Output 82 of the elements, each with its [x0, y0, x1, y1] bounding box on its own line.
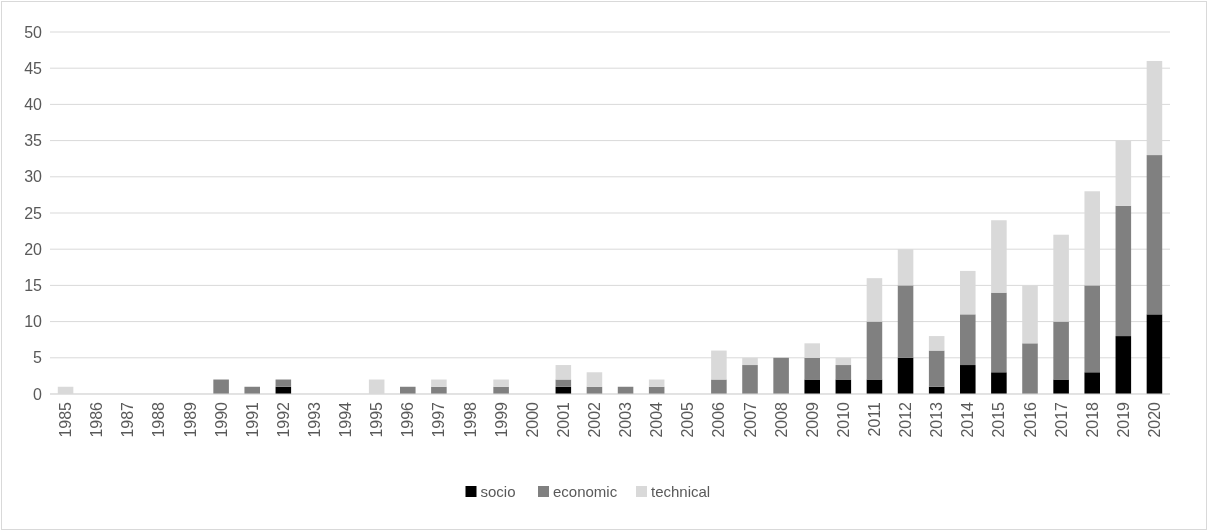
bar — [1115, 205, 1132, 337]
legend-label: economic — [553, 483, 618, 501]
x-tick-label: 1987 — [119, 401, 137, 438]
y-tick-label: 15 — [24, 277, 43, 294]
bar — [1146, 155, 1163, 315]
bar — [1084, 285, 1100, 373]
y-tick-label: 25 — [24, 204, 43, 222]
bar — [555, 379, 572, 387]
bar — [711, 379, 727, 394]
y-tick-label: 40 — [24, 96, 43, 113]
y-tick-label: 45 — [24, 59, 43, 77]
x-tick-label: 1989 — [181, 401, 199, 438]
legend-label: technical — [651, 483, 711, 501]
bar — [1053, 321, 1069, 380]
x-tick-label: 2019 — [1114, 401, 1132, 438]
x-tick-label: 1997 — [430, 401, 448, 438]
x-tick-label: 1994 — [337, 401, 355, 438]
x-tick-label: 2014 — [959, 401, 977, 438]
x-tick-label: 2020 — [1146, 401, 1164, 438]
bar — [586, 372, 603, 387]
bar — [1022, 343, 1038, 394]
legend-label: socio — [480, 483, 516, 501]
y-tick-label: 50 — [24, 23, 43, 41]
bar — [742, 365, 758, 394]
bar — [835, 365, 852, 380]
x-tick-label: 2009 — [803, 401, 821, 438]
bar — [928, 336, 945, 351]
y-tick-label: 20 — [24, 240, 43, 258]
x-tick-label: 2016 — [1021, 401, 1039, 438]
x-tick-label: 2002 — [586, 401, 604, 438]
bar — [991, 372, 1007, 394]
x-tick-label: 1990 — [212, 401, 230, 438]
bar — [866, 321, 883, 380]
bar — [431, 379, 447, 387]
bar — [555, 365, 572, 380]
x-tick-label: 2010 — [834, 401, 852, 438]
x-tick-label: 2000 — [523, 401, 541, 438]
bar — [960, 314, 976, 366]
x-tick-label: 2004 — [648, 401, 666, 438]
x-tick-label: 1993 — [306, 401, 324, 438]
x-tick-label: 2005 — [679, 401, 697, 438]
y-tick-label: 30 — [24, 168, 43, 186]
x-tick-label: 1999 — [492, 401, 510, 438]
bar — [1084, 372, 1100, 394]
x-tick-label: 2012 — [897, 401, 915, 438]
x-tick-label: 1998 — [461, 401, 479, 438]
x-tick-label: 2006 — [710, 401, 728, 438]
x-tick-label: 1988 — [150, 401, 168, 438]
bar — [1115, 336, 1132, 394]
bar — [804, 357, 820, 380]
bar — [1053, 379, 1069, 394]
bar — [991, 292, 1007, 373]
x-tick-label: 1986 — [88, 401, 106, 438]
bar — [773, 357, 789, 394]
y-tick-label: 35 — [24, 132, 43, 150]
x-tick-label: 2018 — [1083, 401, 1101, 438]
bar — [493, 379, 509, 387]
y-tick-label: 0 — [33, 385, 43, 403]
x-tick-label: 1985 — [57, 401, 75, 438]
bar — [213, 379, 229, 394]
bar — [960, 365, 976, 394]
x-tick-label: 2008 — [772, 401, 790, 438]
bar — [1146, 314, 1163, 394]
x-tick-label: 2013 — [928, 401, 946, 438]
x-tick-label: 2015 — [990, 401, 1008, 438]
x-tick-label: 2007 — [741, 401, 759, 438]
bar — [897, 357, 914, 394]
bar — [648, 379, 665, 387]
x-tick-label: 1992 — [274, 401, 292, 438]
bar — [275, 379, 292, 387]
y-tick-label: 5 — [33, 349, 43, 367]
bar — [928, 350, 945, 387]
bar — [804, 379, 820, 394]
x-tick-label: 2017 — [1052, 401, 1070, 438]
y-tick-label: 10 — [24, 313, 43, 331]
x-tick-label: 2003 — [617, 401, 635, 438]
x-tick-label: 1995 — [368, 401, 386, 438]
x-tick-label: 1991 — [243, 401, 261, 438]
x-tick-label: 2001 — [554, 401, 572, 438]
x-tick-label: 1996 — [399, 401, 417, 438]
x-tick-label: 2011 — [866, 401, 884, 437]
bar — [897, 285, 914, 358]
